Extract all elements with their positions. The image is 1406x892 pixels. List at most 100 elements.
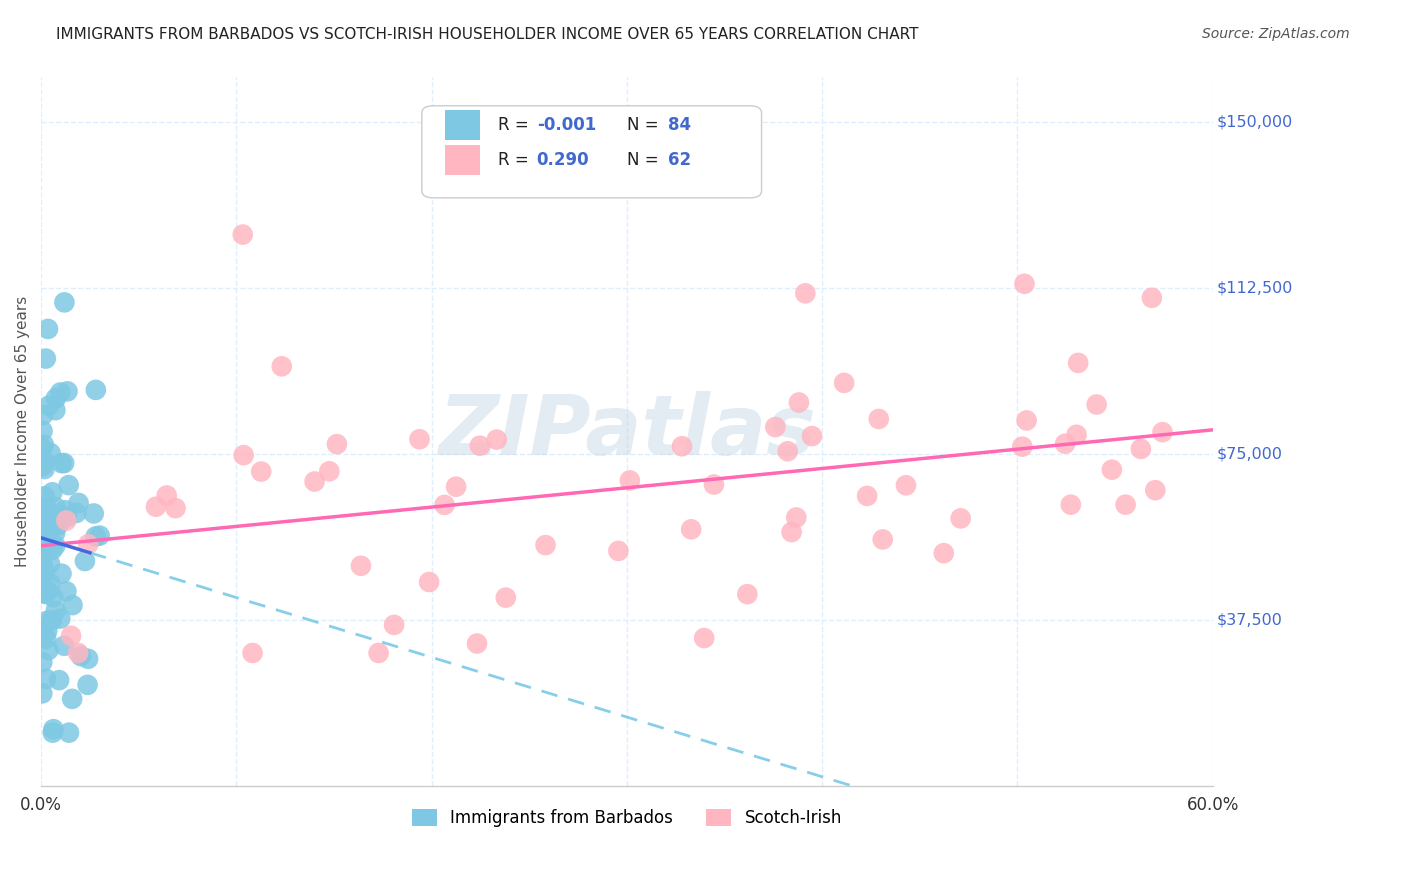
Point bbox=[60, 629, 83, 643]
Point bbox=[35, 351, 58, 366]
Point bbox=[35, 672, 58, 686]
Point bbox=[31, 574, 53, 588]
Point bbox=[681, 522, 703, 536]
Point bbox=[856, 489, 879, 503]
Point bbox=[1115, 498, 1137, 512]
Point bbox=[31, 539, 53, 553]
FancyBboxPatch shape bbox=[422, 106, 762, 198]
Text: ZIPatlas: ZIPatlas bbox=[437, 391, 815, 472]
Point bbox=[37, 513, 59, 527]
Point bbox=[534, 538, 557, 552]
Point bbox=[37, 643, 59, 657]
Point bbox=[37, 322, 59, 336]
Point bbox=[465, 636, 488, 650]
Point bbox=[73, 554, 96, 568]
Text: IMMIGRANTS FROM BARBADOS VS SCOTCH-IRISH HOUSEHOLDER INCOME OVER 65 YEARS CORREL: IMMIGRANTS FROM BARBADOS VS SCOTCH-IRISH… bbox=[56, 27, 918, 42]
Point bbox=[607, 544, 630, 558]
Point bbox=[31, 458, 53, 473]
Point bbox=[32, 526, 55, 541]
Point bbox=[55, 584, 77, 599]
Point bbox=[1014, 277, 1036, 291]
Point bbox=[35, 632, 58, 646]
Point bbox=[42, 591, 65, 605]
Point bbox=[39, 557, 62, 571]
Point bbox=[242, 646, 264, 660]
Point bbox=[232, 227, 254, 242]
Point bbox=[41, 485, 63, 500]
Text: R =: R = bbox=[498, 116, 534, 134]
Legend: Immigrants from Barbados, Scotch-Irish: Immigrants from Barbados, Scotch-Irish bbox=[405, 803, 849, 834]
Point bbox=[45, 517, 67, 532]
Point bbox=[49, 385, 72, 400]
Point bbox=[232, 448, 254, 462]
Point bbox=[53, 456, 76, 470]
Point bbox=[77, 537, 100, 551]
Point bbox=[44, 403, 66, 417]
Point bbox=[35, 526, 58, 541]
Point bbox=[32, 565, 55, 579]
Point bbox=[949, 511, 972, 525]
Point bbox=[382, 618, 405, 632]
Point bbox=[70, 649, 93, 664]
Point bbox=[41, 614, 63, 628]
Point bbox=[868, 412, 890, 426]
Point bbox=[76, 678, 98, 692]
Y-axis label: Householder Income Over 65 years: Householder Income Over 65 years bbox=[15, 296, 30, 567]
Point bbox=[45, 392, 67, 406]
Point bbox=[32, 567, 55, 582]
Point bbox=[31, 500, 53, 514]
Point bbox=[693, 631, 716, 645]
Point bbox=[794, 286, 817, 301]
Point bbox=[1085, 397, 1108, 411]
Point bbox=[1101, 463, 1123, 477]
Point bbox=[165, 501, 187, 516]
Point bbox=[83, 507, 105, 521]
Point bbox=[38, 399, 60, 413]
Text: $150,000: $150,000 bbox=[1216, 114, 1292, 129]
Point bbox=[37, 510, 59, 524]
Point bbox=[67, 646, 90, 660]
Point bbox=[51, 566, 73, 581]
Point bbox=[44, 525, 66, 540]
Point bbox=[832, 376, 855, 390]
Point bbox=[801, 429, 824, 443]
Point bbox=[350, 558, 373, 573]
Point bbox=[34, 587, 56, 601]
Point bbox=[1054, 436, 1077, 450]
Text: Source: ZipAtlas.com: Source: ZipAtlas.com bbox=[1202, 27, 1350, 41]
Text: R =: R = bbox=[498, 152, 534, 169]
Point bbox=[495, 591, 517, 605]
Point bbox=[45, 604, 67, 618]
Point bbox=[35, 500, 58, 515]
Point bbox=[1011, 440, 1033, 454]
Bar bbox=[446, 110, 481, 140]
Point bbox=[444, 480, 467, 494]
Text: N =: N = bbox=[627, 116, 664, 134]
Point bbox=[31, 551, 53, 566]
Point bbox=[58, 478, 80, 492]
Point bbox=[408, 432, 430, 446]
Point bbox=[468, 439, 491, 453]
Point bbox=[34, 455, 56, 469]
Bar bbox=[446, 145, 481, 175]
Point bbox=[872, 533, 894, 547]
Point bbox=[42, 722, 65, 736]
Point bbox=[145, 500, 167, 514]
Point bbox=[776, 444, 799, 458]
Point bbox=[763, 420, 786, 434]
Point bbox=[31, 686, 53, 700]
Point bbox=[42, 725, 65, 739]
Point bbox=[32, 525, 55, 540]
Point bbox=[34, 538, 56, 552]
Point bbox=[84, 383, 107, 397]
Point bbox=[932, 546, 955, 560]
Point bbox=[37, 624, 59, 638]
Point bbox=[894, 478, 917, 492]
Text: $37,500: $37,500 bbox=[1216, 612, 1282, 627]
Point bbox=[41, 542, 63, 557]
Point bbox=[35, 614, 58, 628]
Point bbox=[1129, 442, 1152, 456]
Point bbox=[156, 488, 179, 502]
Point bbox=[780, 525, 803, 540]
Point bbox=[787, 395, 810, 409]
